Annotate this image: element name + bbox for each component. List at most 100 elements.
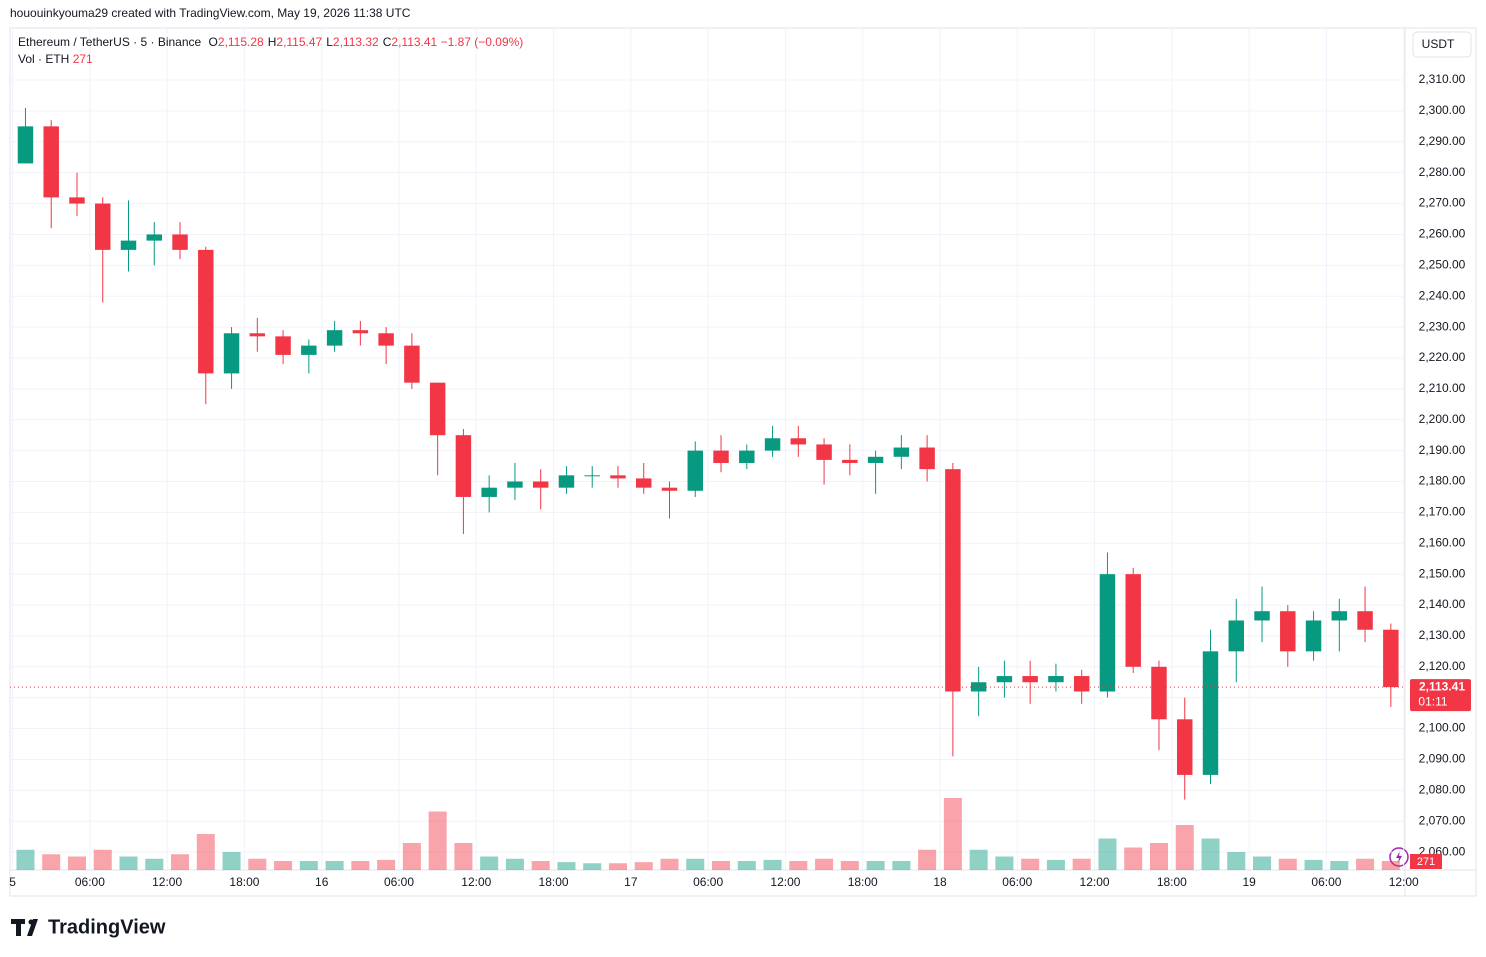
x-tick-label: 06:00 (1311, 875, 1341, 889)
volume-bar (789, 861, 808, 870)
currency[interactable]: USDT (1422, 37, 1455, 51)
x-tick-label: 18:00 (1157, 875, 1187, 889)
last-price-box (1410, 679, 1471, 712)
volume-bar (686, 858, 705, 870)
volume-bar (222, 852, 241, 870)
candle-body (275, 336, 291, 355)
legend: Ethereum / TetherUS · 5 · Binance O2,115… (18, 35, 523, 49)
x-tick-label: 12:00 (152, 875, 182, 889)
x-tick-label: 06:00 (1002, 875, 1032, 889)
volume-legend: Vol · ETH 271 (18, 52, 93, 66)
ohlc-value: 2,113.41 (391, 35, 438, 49)
volume-bar (1046, 859, 1065, 870)
volume-bar (1304, 859, 1323, 870)
x-tick-label: 18:00 (848, 875, 878, 889)
candle-body (610, 475, 626, 479)
candle-body (146, 234, 162, 241)
candle-body (1177, 719, 1193, 775)
volume-bar (1072, 858, 1091, 870)
currency-button[interactable] (1412, 31, 1472, 58)
x-tick-label: 06:00 (693, 875, 723, 889)
volume-bar (119, 856, 138, 870)
candle-body (404, 345, 420, 383)
volume-bar (1098, 838, 1117, 870)
y-tick-label: 2,090.00 (1419, 752, 1466, 766)
volume-bar (505, 858, 524, 870)
candle-body (1073, 676, 1090, 692)
x-tick-label: 12:00 (461, 875, 491, 889)
countdown: 01:11 (1418, 694, 1447, 708)
volume-bar (402, 843, 421, 870)
volume-bar (583, 863, 602, 870)
candle-body (1357, 611, 1373, 630)
candle-body (429, 382, 446, 436)
grid (10, 28, 1405, 870)
y-tick-label: 2,180.00 (1419, 474, 1466, 488)
ohlc-value: 2,115.47 (276, 35, 323, 49)
candle-body (378, 333, 394, 346)
ohlc: O2,115.28 H2,115.47 L2,113.32 C2,113.41 (205, 35, 438, 49)
candle-body (326, 330, 343, 346)
volume-axis-value: 271 (1417, 856, 1435, 868)
volume-bar (918, 849, 937, 870)
candle-body (481, 487, 497, 497)
volume-bar (196, 834, 215, 870)
ohlc-key: L (326, 35, 333, 49)
y-tick-label: 2,170.00 (1419, 505, 1466, 519)
volume-bar (351, 861, 370, 870)
candle-body (661, 487, 678, 491)
candle-body (1331, 611, 1348, 621)
candle-body (1228, 620, 1244, 652)
volume-bar (763, 859, 782, 870)
volume-bar (866, 861, 885, 870)
volume-bar (737, 861, 756, 870)
x-tick-label: 18:00 (539, 875, 569, 889)
ohlc-value: 2,113.32 (332, 35, 379, 49)
volume-bar (1175, 825, 1194, 870)
symbol: Ethereum / TetherUS · 5 · Binance (18, 35, 202, 49)
frame (9, 27, 1477, 897)
volume-bar (93, 849, 112, 870)
volume-bar (248, 858, 267, 870)
volume-bar (1227, 852, 1246, 870)
candle-body (816, 444, 832, 460)
volume-bar (1149, 843, 1168, 870)
candle-body (455, 435, 472, 497)
volume-bar (1356, 858, 1375, 870)
volume-bar (969, 849, 988, 870)
volume-bar (531, 861, 550, 870)
ohlc-key: O (208, 35, 218, 49)
candle-body (120, 240, 137, 250)
volume-bar (557, 862, 576, 870)
candle-body (198, 249, 214, 374)
x-tick-label: 18:00 (229, 875, 259, 889)
candle-body (893, 447, 910, 457)
candle-body (43, 126, 59, 198)
y-tick-label: 2,130.00 (1419, 628, 1466, 642)
candle-body (1383, 629, 1399, 688)
candle-body (790, 438, 807, 445)
change: −1.87 (−0.09%) (440, 35, 524, 49)
x-tick-label: 06:00 (75, 875, 105, 889)
candle-body (945, 469, 961, 692)
volume-bar (67, 856, 86, 870)
candle-body (687, 450, 703, 491)
volume-bar (815, 858, 834, 870)
candle-body (95, 203, 111, 250)
candle-body (996, 676, 1013, 683)
candle-body (636, 478, 652, 488)
candle-body (867, 456, 884, 463)
ohlc-value: 2,115.28 (217, 35, 264, 49)
candle-body (1048, 676, 1064, 683)
x-tick-label: 16 (315, 875, 329, 889)
y-tick-label: 2,310.00 (1419, 72, 1466, 86)
volume-bar (145, 858, 164, 870)
candle-body (17, 126, 34, 164)
volume-value-box (1410, 854, 1442, 869)
volume-name: Vol · ETH (18, 52, 70, 66)
volume-bar (712, 861, 731, 870)
candle-body (842, 459, 858, 463)
candle-body (1151, 666, 1167, 720)
ohlc-key: H (267, 35, 277, 49)
